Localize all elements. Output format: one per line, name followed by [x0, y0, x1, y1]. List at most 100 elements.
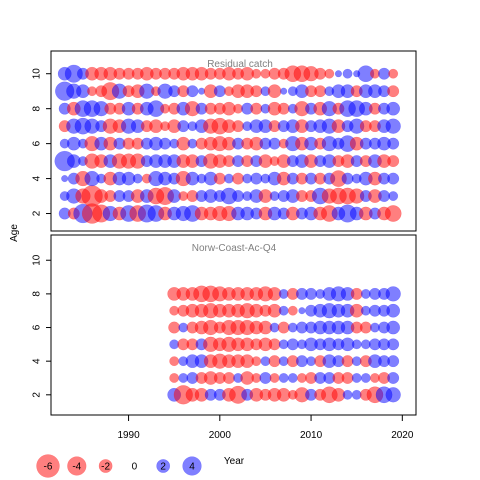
residual-bubble	[387, 355, 400, 368]
residual-bubble	[385, 286, 401, 302]
residual-bubble	[186, 85, 199, 98]
residual-bubble	[387, 155, 400, 168]
panel-norw-coast-ac-q4: Norw-Coast-Ac-Q4 2 4 6 8 10	[32, 234, 417, 416]
bubble-layer	[54, 64, 402, 224]
y-tick-label: 6	[32, 324, 43, 330]
residual-bubble	[386, 101, 401, 116]
residual-bubble	[360, 373, 371, 383]
y-tick-label: 8	[32, 291, 43, 297]
residual-bubble	[169, 356, 180, 367]
residual-bubble	[232, 190, 245, 203]
residual-bubble	[350, 287, 363, 300]
y-tick-label: 6	[32, 140, 43, 146]
residual-bubble	[268, 355, 281, 368]
y-axis: 2 4 6 8 10	[32, 68, 52, 216]
legend-bubble	[98, 459, 113, 473]
y-tick-label: 10	[32, 254, 43, 266]
residual-bubble	[169, 373, 180, 383]
y-axis-label: Age	[9, 224, 20, 242]
residual-bubble	[132, 173, 143, 184]
residual-bubble	[388, 68, 399, 79]
y-tick-label: 4	[32, 358, 43, 364]
residual-bubble	[298, 307, 306, 315]
residual-bubble	[341, 371, 354, 384]
residual-bubble	[287, 305, 298, 316]
residual-bubble	[268, 137, 281, 150]
y-tick-label: 2	[32, 210, 43, 216]
y-tick-label: 8	[32, 105, 43, 111]
residual-bubble	[324, 68, 335, 79]
residual-bubble	[268, 338, 281, 351]
x-tick-label: 2010	[300, 430, 323, 441]
y-tick-label: 10	[32, 68, 43, 80]
residual-bubble	[387, 85, 400, 98]
residual-bubble	[351, 373, 362, 383]
x-tick-label: 1990	[117, 430, 140, 441]
residual-bubble	[341, 172, 354, 185]
residual-bubble	[269, 373, 280, 383]
residual-bubble	[159, 137, 172, 150]
residual-bubble	[280, 87, 288, 95]
residual-bubble	[250, 102, 263, 115]
x-tick-label: 2020	[391, 430, 414, 441]
y-axis: 2 4 6 8 10	[32, 254, 52, 398]
residual-bubble	[388, 191, 399, 201]
residual-bubble	[384, 205, 402, 222]
residual-bubble	[278, 373, 289, 383]
residual-bubble	[168, 321, 181, 334]
x-axis: 1990 2000 2010 2020	[117, 414, 414, 441]
residual-bubble	[387, 172, 400, 185]
residual-bubble	[385, 118, 401, 134]
x-axis-label: Year	[224, 456, 245, 467]
residual-bubble	[359, 321, 372, 334]
residual-bubble	[232, 172, 245, 185]
residual-bubble	[378, 67, 391, 80]
residual-bubble	[341, 355, 354, 368]
size-legend: -6 -4 -2 0 2 4	[36, 454, 202, 478]
residual-bubble	[177, 120, 190, 133]
residual-bubble	[386, 303, 401, 318]
legend-bubble	[36, 454, 60, 478]
residual-bubble	[277, 102, 290, 115]
residual-bubble	[251, 356, 262, 367]
panel-residual-catch: Residual catch 2 4 6 8 10	[32, 50, 417, 232]
legend-bubble	[67, 456, 87, 476]
legend-label: 2	[160, 462, 166, 473]
residual-bubble	[267, 84, 282, 99]
legend-bubble	[156, 459, 171, 473]
residual-bubble	[351, 339, 362, 350]
residual-bubble	[305, 287, 318, 300]
residual-bubble	[387, 137, 400, 150]
residual-bubble	[259, 371, 272, 384]
residual-bubble	[342, 68, 353, 79]
residual-bubble	[250, 172, 263, 185]
bubble-layer	[167, 285, 401, 405]
legend-label: -4	[72, 462, 81, 473]
residual-bubble	[250, 85, 263, 98]
residual-bubble	[278, 305, 289, 316]
legend-bubble	[182, 456, 202, 476]
residual-bubble	[232, 120, 245, 133]
y-tick-label: 2	[32, 392, 43, 398]
residual-bubble	[334, 70, 343, 78]
residual-bubble	[61, 175, 69, 183]
residual-bubble	[213, 172, 226, 185]
legend-label: -2	[101, 462, 110, 473]
residual-bubble	[342, 389, 353, 400]
residual-bubble	[314, 67, 327, 80]
residual-bubble	[287, 373, 298, 383]
panel-title: Residual catch	[207, 59, 273, 70]
residual-bubble	[314, 85, 327, 98]
residual-bubble	[286, 338, 299, 351]
residual-bubble	[222, 371, 235, 384]
residual-bubble	[251, 68, 262, 79]
legend-label: 4	[189, 462, 195, 473]
residual-bubble	[386, 320, 401, 335]
residual-bubble	[387, 338, 400, 351]
y-tick-label: 4	[32, 175, 43, 181]
x-tick-label: 2000	[209, 430, 232, 441]
legend-label: 0	[132, 462, 138, 473]
residual-bubble	[378, 190, 391, 203]
legend-label: -6	[44, 462, 53, 473]
